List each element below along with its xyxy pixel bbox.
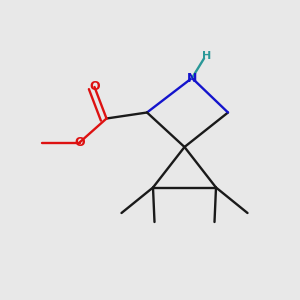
Text: H: H — [202, 50, 211, 61]
Text: N: N — [187, 71, 197, 85]
Text: O: O — [89, 80, 100, 94]
Text: O: O — [74, 136, 85, 149]
